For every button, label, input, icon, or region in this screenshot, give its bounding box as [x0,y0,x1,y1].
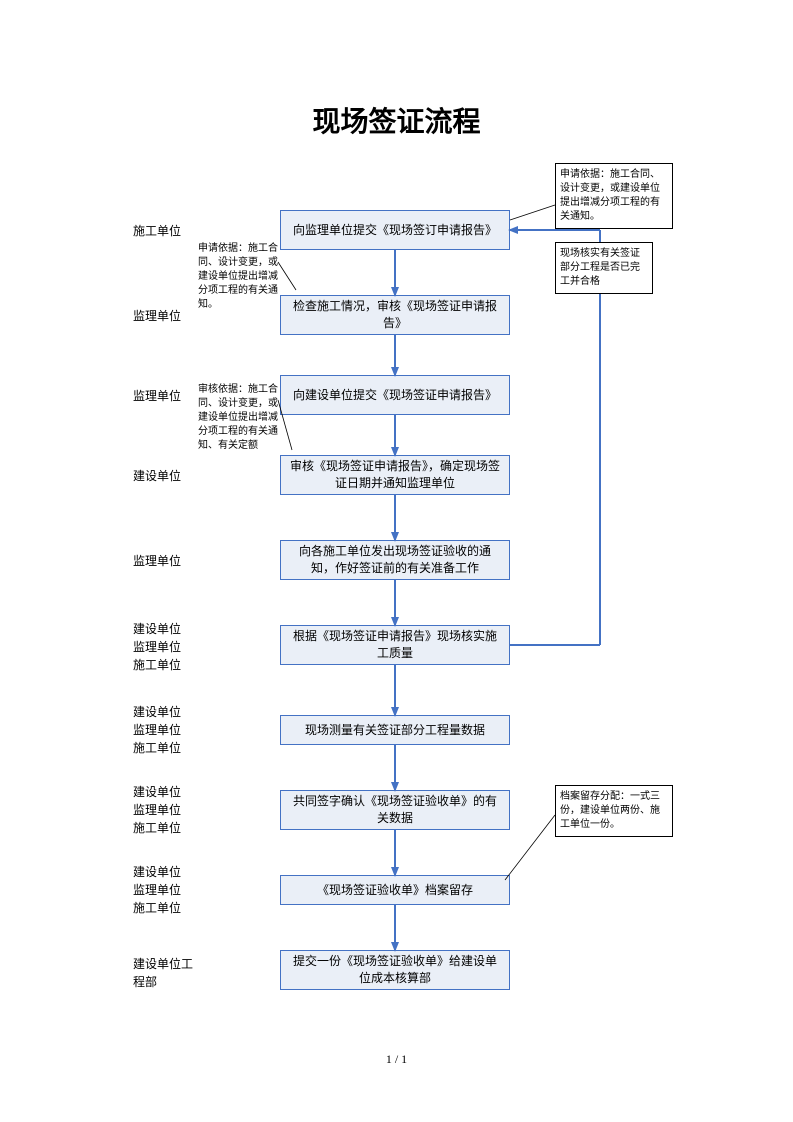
flow-node: 共同签字确认《现场签证验收单》的有关数据 [280,790,510,830]
flow-node: 检查施工情况，审核《现场签证申请报告》 [280,295,510,335]
role-label: 建设单位 监理单位 施工单位 [133,783,181,837]
role-label: 监理单位 [133,387,181,405]
side-note: 申请依据：施工合同、设计变更，或建设单位提出增减分项工程的有关通知。 [198,242,278,312]
flow-node: 现场测量有关签证部分工程量数据 [280,715,510,745]
page-number: 1 / 1 [0,1052,793,1067]
role-label: 建设单位 监理单位 施工单位 [133,620,181,674]
flow-node: 审核《现场签证申请报告》，确定现场签证日期并通知监理单位 [280,455,510,495]
flow-node: 提交一份《现场签证验收单》给建设单位成本核算部 [280,950,510,990]
note-box: 档案留存分配：一式三份，建设单位两份、施工单位一份。 [555,785,673,837]
note-box: 现场核实有关签证部分工程是否已完工并合格 [555,242,653,294]
flow-node: 向建设单位提交《现场签证申请报告》 [280,375,510,415]
flow-node: 《现场签证验收单》档案留存 [280,875,510,905]
role-label: 施工单位 [133,222,181,240]
role-label: 建设单位 监理单位 施工单位 [133,703,181,757]
page-title: 现场签证流程 [0,100,793,140]
flow-node: 向监理单位提交《现场签订申请报告》 [280,210,510,250]
role-label: 建设单位工 程部 [133,955,193,991]
side-note: 审核依据：施工合同、设计变更，或建设单位提出增减分项工程的有关通知、有关定额 [198,383,278,453]
role-label: 监理单位 [133,307,181,325]
flow-node: 根据《现场签证申请报告》现场核实施工质量 [280,625,510,665]
flow-node: 向各施工单位发出现场签证验收的通知，作好签证前的有关准备工作 [280,540,510,580]
role-label: 建设单位 监理单位 施工单位 [133,863,181,917]
role-label: 监理单位 [133,552,181,570]
note-box: 申请依据：施工合同、设计变更，或建设单位提出增减分项工程的有关通知。 [555,163,673,229]
role-label: 建设单位 [133,467,181,485]
